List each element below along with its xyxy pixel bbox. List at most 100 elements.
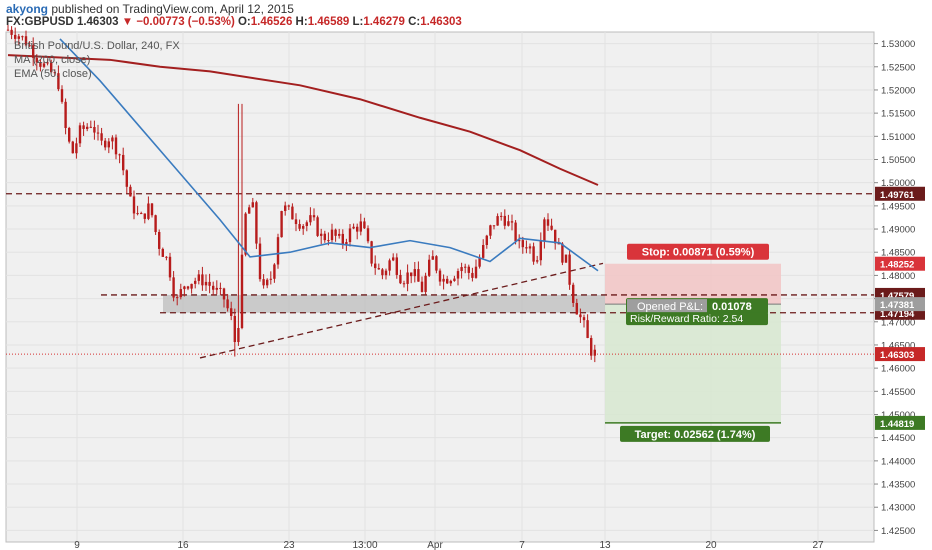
- pnl-value: 0.01078: [712, 301, 752, 313]
- support-band: [163, 294, 605, 313]
- candle-body: [35, 57, 38, 63]
- x-tick-label: 9: [74, 540, 80, 550]
- y-tick-label: 1.48500: [881, 248, 915, 259]
- y-tick-label: 1.44000: [881, 456, 915, 467]
- candle-body: [500, 215, 503, 217]
- legend-ma: MA (200, close): [14, 54, 90, 66]
- candle-body: [46, 62, 49, 64]
- candle-body: [539, 240, 542, 261]
- candle-body: [71, 141, 74, 154]
- trend-line: [199, 262, 604, 359]
- price-mark-label: 1.49761: [880, 190, 915, 201]
- x-tick-label: 7: [519, 540, 525, 550]
- candle-body: [359, 221, 362, 232]
- candle-body: [262, 279, 265, 286]
- candle-body: [464, 266, 467, 268]
- candle-body: [125, 170, 128, 187]
- legend: British Pound/U.S. Dollar, 240, FX MA (2…: [14, 40, 180, 80]
- candle-body: [312, 215, 316, 218]
- candle-body: [579, 314, 582, 318]
- candle-body: [143, 213, 146, 219]
- y-tick-label: 1.42500: [881, 526, 915, 537]
- candle-body: [410, 272, 413, 277]
- y-tick-label: 1.50500: [881, 155, 915, 166]
- candle-body: [338, 233, 341, 236]
- candle-body: [348, 228, 352, 243]
- ema50-line: [59, 38, 599, 272]
- candle-body: [219, 287, 222, 289]
- author-name[interactable]: akyong: [6, 2, 49, 16]
- candle-body: [413, 269, 416, 277]
- candle-body: [428, 259, 431, 276]
- candle-body: [438, 270, 442, 282]
- pnl-label: Opened P&L:: [637, 301, 703, 313]
- candle-body: [287, 205, 290, 207]
- candle-body: [550, 225, 553, 230]
- candle-body: [446, 278, 449, 284]
- candle-body: [204, 281, 208, 286]
- price-mark-label: 1.47194: [880, 309, 915, 320]
- candle-body: [273, 264, 276, 279]
- price-mark-bg: [875, 256, 925, 271]
- candle-body: [402, 283, 406, 285]
- candle-body: [75, 143, 78, 154]
- y-tick-label: 1.43000: [881, 503, 915, 514]
- y-tick-label: 1.43500: [881, 480, 915, 491]
- candle-body: [291, 206, 294, 220]
- legend-ema: EMA (50, close): [14, 68, 92, 80]
- y-tick-label: 1.49500: [881, 201, 915, 212]
- candle-body: [208, 281, 211, 286]
- candle-body: [392, 257, 395, 261]
- candle-body: [179, 289, 182, 298]
- candle-body: [64, 101, 67, 128]
- price-mark-label: 1.44819: [880, 419, 914, 430]
- x-tick-label: 13:00: [352, 540, 377, 550]
- candle-body: [237, 328, 240, 343]
- candle-body: [190, 283, 193, 289]
- candle-body: [593, 349, 596, 356]
- candle-body: [424, 275, 427, 292]
- candle-body: [482, 244, 485, 258]
- publish-line: akyong published on TradingView.com, Apr…: [6, 2, 294, 16]
- candle-body: [269, 278, 272, 280]
- candle-body: [276, 237, 280, 265]
- candle-body: [435, 256, 438, 271]
- target-label-bg: [620, 425, 770, 442]
- candle-body: [17, 36, 20, 39]
- stop-label-bg: [627, 243, 769, 260]
- high-value: 1.46589: [307, 16, 350, 28]
- chart-header: akyong published on TradingView.com, Apr…: [0, 0, 932, 30]
- time-axis[interactable]: 9 16 23 13:00 Apr 7 13 20 27: [74, 540, 824, 550]
- indicators: [7, 38, 599, 272]
- candle-body: [258, 243, 262, 280]
- candle-body: [399, 274, 402, 284]
- candle-body: [507, 221, 510, 226]
- legend-title: British Pound/U.S. Dollar, 240, FX: [14, 40, 180, 52]
- candle-body: [96, 132, 100, 134]
- candle-body: [485, 235, 488, 245]
- candle-body: [546, 219, 550, 226]
- y-tick-label: 1.51000: [881, 132, 915, 143]
- candle-body: [330, 229, 334, 241]
- down-arrow-icon: ▼: [121, 16, 134, 28]
- candle-body: [6, 29, 10, 31]
- candle-body: [140, 213, 143, 215]
- candle-body: [388, 260, 391, 271]
- position-labels: Stop: 0.00871 (0.59%) Target: 0.02562 (1.…: [620, 243, 770, 442]
- candle-body: [590, 338, 593, 356]
- candle-body: [345, 242, 348, 245]
- candle-body: [564, 254, 568, 263]
- candle-body: [554, 229, 557, 244]
- candle-body: [122, 154, 125, 171]
- candle-body: [370, 241, 373, 264]
- candle-body: [528, 246, 532, 249]
- candle-body: [294, 219, 298, 225]
- target-label: Target: 0.02562 (1.74%): [635, 429, 756, 441]
- close-value: 1.46303: [420, 16, 462, 28]
- y-tick-label: 1.47000: [881, 317, 915, 328]
- candle-body: [417, 269, 420, 282]
- candle-body: [302, 226, 305, 229]
- price-mark-label: 1.47381: [880, 300, 915, 311]
- candle-body: [561, 243, 564, 263]
